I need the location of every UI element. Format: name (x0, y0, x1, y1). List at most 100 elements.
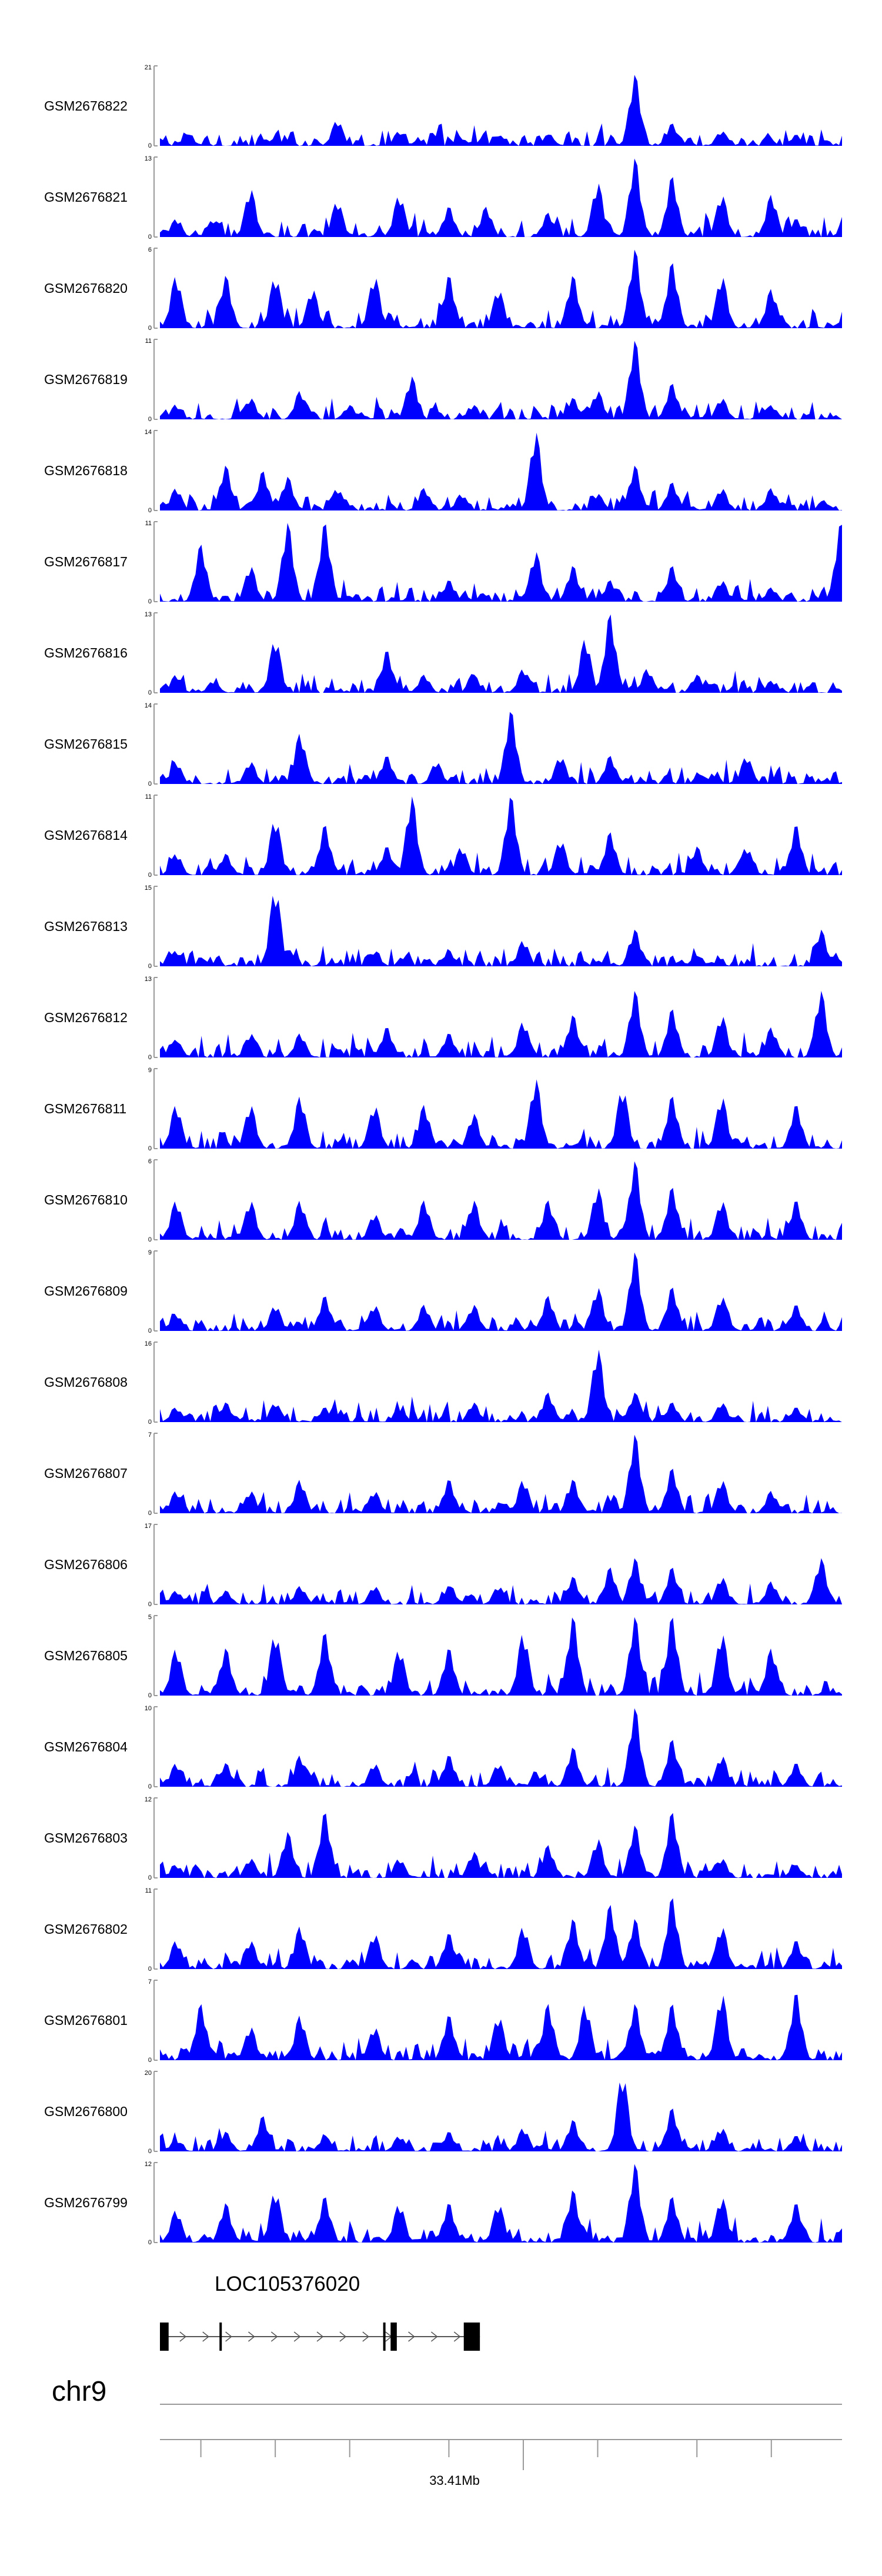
y-axis-min-label: 0 (148, 2239, 152, 2246)
y-axis-max-label: 21 (145, 64, 152, 71)
y-axis-min-label: 0 (148, 507, 152, 514)
gene-annotation-track: LOC105376020 (160, 2273, 480, 2351)
coordinate-tick-label: 33.41Mb (429, 2473, 480, 2488)
track-GSM2676805: GSM2676805 5 0 (44, 1614, 842, 1699)
track-GSM2676814: GSM2676814 11 0 (44, 793, 842, 879)
track-GSM2676804: GSM2676804 10 0 (44, 1705, 842, 1790)
y-axis-min-label: 0 (148, 1874, 152, 1881)
y-axis-min-label: 0 (148, 598, 152, 605)
track-GSM2676803: GSM2676803 12 0 (44, 1796, 842, 1881)
track-GSM2676812: GSM2676812 13 0 (44, 976, 842, 1061)
y-axis-max-label: 10 (145, 1705, 152, 1712)
y-axis-max-label: 12 (145, 1796, 152, 1803)
track-label: GSM2676820 (44, 281, 128, 296)
coverage-area (160, 523, 842, 602)
strand-arrow (179, 2331, 187, 2342)
coverage-area (160, 1161, 842, 1240)
coverage-area (160, 1813, 842, 1878)
y-axis-min-label: 0 (148, 1236, 152, 1243)
y-axis-min-label: 0 (148, 1783, 152, 1790)
coverage-area (160, 158, 842, 237)
coverage-area (160, 1898, 842, 1969)
y-axis-min-label: 0 (148, 2057, 152, 2064)
y-axis-min-label: 0 (148, 1966, 152, 1973)
coverage-area (160, 796, 842, 875)
y-axis-max-label: 6 (148, 1158, 152, 1165)
track-GSM2676822: GSM2676822 21 0 (44, 64, 842, 149)
y-axis-max-label: 5 (148, 1614, 152, 1621)
coverage-area (160, 1252, 842, 1331)
strand-arrow (408, 2331, 415, 2342)
y-axis-max-label: 14 (145, 429, 152, 436)
track-label: GSM2676807 (44, 1466, 128, 1481)
track-label: GSM2676800 (44, 2104, 128, 2119)
strand-arrow (293, 2331, 301, 2342)
track-GSM2676801: GSM2676801 7 0 (44, 1978, 842, 2064)
track-label: GSM2676803 (44, 1830, 128, 1846)
strand-arrow (316, 2331, 324, 2342)
y-axis-max-label: 13 (145, 611, 152, 618)
y-axis-min-label: 0 (148, 689, 152, 696)
strand-arrow (453, 2331, 461, 2342)
track-label: GSM2676822 (44, 98, 128, 114)
y-axis-max-label: 15 (145, 885, 152, 892)
coverage-area (160, 1434, 842, 1513)
coverage-area (160, 249, 842, 328)
y-axis-min-label: 0 (148, 1692, 152, 1699)
y-axis-min-label: 0 (148, 2148, 152, 2155)
track-GSM2676818: GSM2676818 14 0 (44, 429, 842, 514)
y-axis-min-label: 0 (148, 872, 152, 879)
coverage-area (160, 432, 842, 510)
y-axis-max-label: 11 (145, 338, 152, 345)
track-label: GSM2676806 (44, 1557, 128, 1572)
track-label: GSM2676810 (44, 1192, 128, 1207)
y-axis-max-label: 7 (148, 1432, 152, 1439)
gene-strand-arrows (179, 2331, 461, 2342)
coverage-area (160, 2082, 842, 2151)
track-label: GSM2676813 (44, 919, 128, 934)
track-GSM2676799: GSM2676799 12 0 (44, 2161, 842, 2246)
track-label: GSM2676818 (44, 463, 128, 478)
strand-arrow (339, 2331, 347, 2342)
track-label: GSM2676801 (44, 2013, 128, 2028)
y-axis-max-label: 11 (145, 520, 152, 527)
coverage-area (160, 341, 842, 419)
track-label: GSM2676817 (44, 554, 128, 569)
y-axis-min-label: 0 (148, 416, 152, 423)
y-axis-min-label: 0 (148, 1601, 152, 1608)
y-axis-max-label: 11 (145, 793, 152, 800)
y-axis-min-label: 0 (148, 233, 152, 241)
track-GSM2676816: GSM2676816 13 0 (44, 611, 842, 696)
y-axis-min-label: 0 (148, 1419, 152, 1426)
chromosome-label: chr9 (52, 2376, 106, 2407)
track-GSM2676808: GSM2676808 16 0 (44, 1340, 842, 1426)
exon (390, 2323, 397, 2351)
y-axis-max-label: 14 (145, 702, 152, 709)
track-GSM2676813: GSM2676813 15 0 (44, 885, 842, 970)
y-axis-min-label: 0 (148, 1145, 152, 1152)
y-axis-max-label: 12 (145, 2161, 152, 2168)
y-axis-max-label: 13 (145, 976, 152, 983)
track-label: GSM2676816 (44, 645, 128, 660)
y-axis-min-label: 0 (148, 1054, 152, 1061)
track-GSM2676802: GSM2676802 11 0 (44, 1887, 842, 1973)
strand-arrow (248, 2331, 255, 2342)
y-axis-max-label: 7 (148, 1978, 152, 1986)
exon (383, 2323, 386, 2351)
coverage-area (160, 1994, 842, 2060)
track-GSM2676815: GSM2676815 14 0 (44, 702, 842, 788)
track-label: GSM2676799 (44, 2195, 128, 2210)
strand-arrow (362, 2331, 370, 2342)
track-GSM2676820: GSM2676820 6 0 (44, 246, 842, 332)
coverage-area (160, 1349, 842, 1422)
strand-arrow (430, 2331, 438, 2342)
track-label: GSM2676809 (44, 1283, 128, 1299)
coverage-area (160, 1079, 842, 1149)
coverage-area (160, 712, 842, 784)
exon (463, 2323, 480, 2351)
track-GSM2676817: GSM2676817 11 0 (44, 520, 842, 605)
y-axis-max-label: 6 (148, 246, 152, 253)
coverage-area (160, 896, 842, 966)
track-label: GSM2676819 (44, 372, 128, 387)
track-label: GSM2676812 (44, 1010, 128, 1025)
